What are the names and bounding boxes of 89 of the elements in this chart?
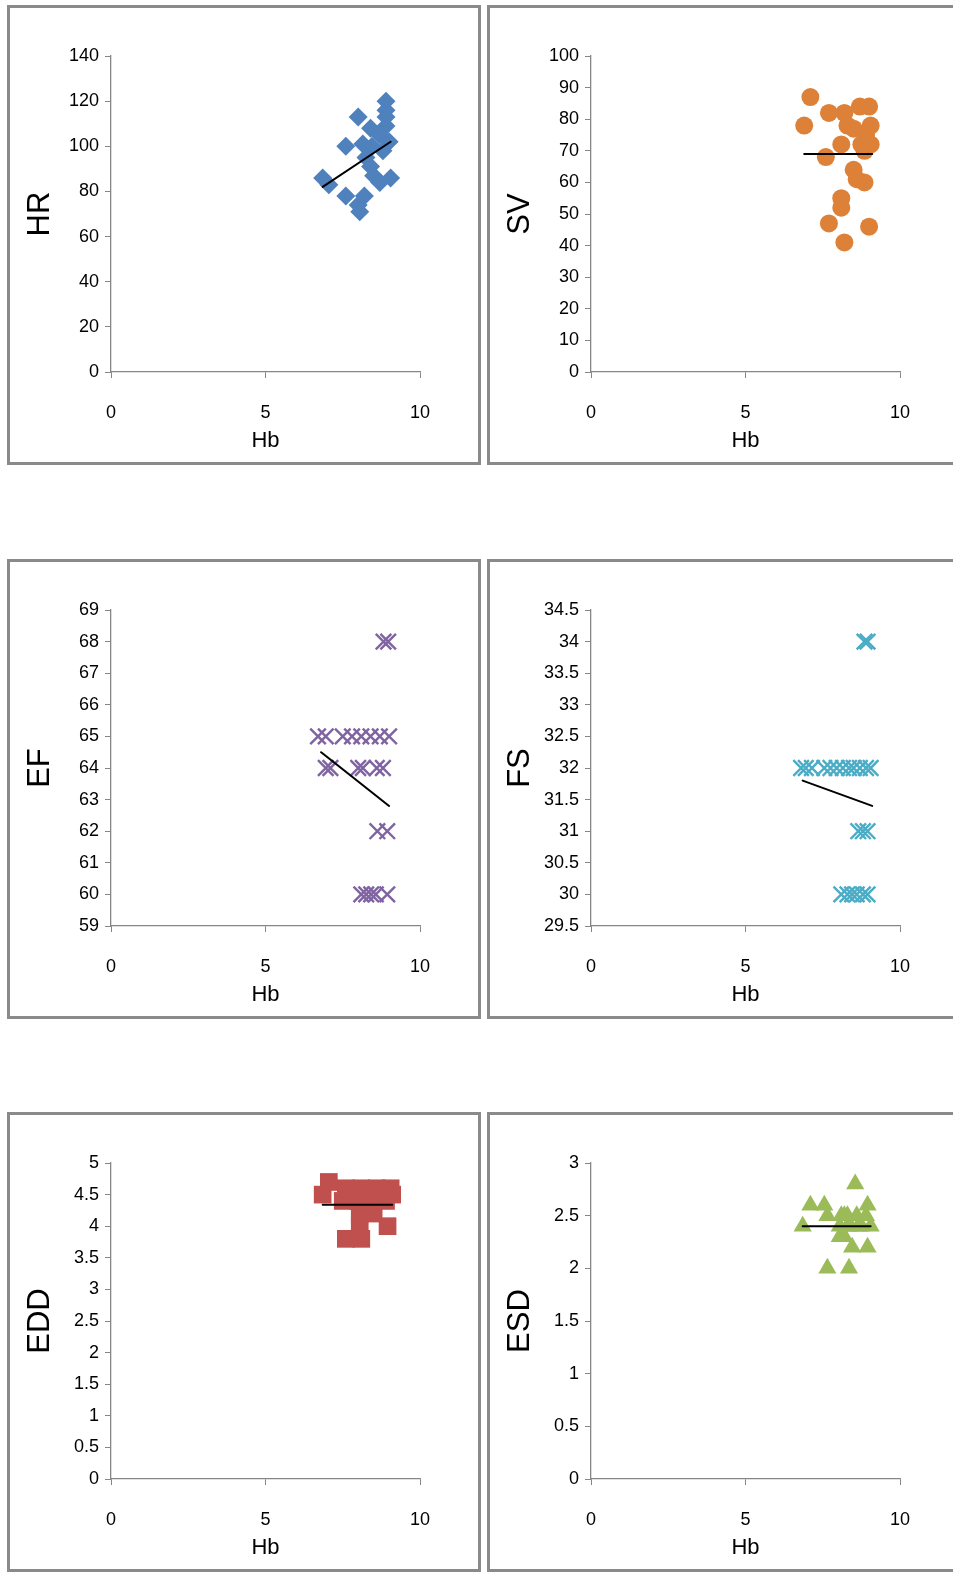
y-tick-label: 59: [78, 914, 99, 935]
y-tick-label: 32: [558, 756, 579, 777]
y-tick-label: 29.5: [543, 914, 579, 935]
y-tick-label: 60: [78, 882, 99, 903]
y-tick-label: 10: [558, 329, 579, 350]
y-tick-label: 70: [558, 139, 579, 160]
x-axis-title: Hb: [731, 1533, 760, 1559]
x-tick-label: 10: [889, 401, 911, 422]
x-axis-title: Hb: [731, 980, 760, 1006]
y-tick-label: 4.5: [73, 1183, 99, 1204]
x-tick-label: 10: [889, 1508, 911, 1529]
y-axis-title: ESD: [501, 1289, 537, 1353]
y-tick-label: 0.5: [553, 1415, 579, 1436]
x-tick-label: 5: [740, 1508, 751, 1529]
y-tick-label: 80: [558, 108, 579, 129]
y-tick-label: 40: [558, 234, 579, 255]
x-tick-label: 10: [409, 401, 431, 422]
y-tick-label: 1: [88, 1404, 99, 1425]
y-axis-title: EF: [21, 747, 57, 788]
x-axis-title: Hb: [251, 1533, 280, 1559]
y-tick-label: 20: [78, 315, 99, 336]
x-tick-label: 0: [585, 955, 597, 976]
y-tick-label: 140: [68, 44, 99, 65]
y-axis-title: FS: [501, 747, 537, 788]
y-tick-label: 3: [88, 1278, 99, 1299]
y-axis-title: HR: [21, 191, 57, 237]
y-tick-label: 4: [88, 1215, 99, 1236]
y-tick-label: 1: [568, 1362, 579, 1383]
y-tick-label: 20: [558, 297, 579, 318]
y-tick-label: 60: [558, 171, 579, 192]
y-tick-label: 5: [88, 1151, 99, 1172]
y-tick-label: 30.5: [543, 851, 579, 872]
y-tick-label: 66: [78, 693, 99, 714]
x-tick-label: 5: [740, 401, 751, 422]
y-tick-label: 62: [78, 819, 99, 840]
x-axis-title: Hb: [731, 426, 760, 452]
y-tick-label: 2.5: [553, 1204, 579, 1225]
y-tick-label: 0: [568, 1467, 579, 1488]
y-axis-title: EDD: [21, 1288, 57, 1354]
x-axis-title: Hb: [251, 980, 280, 1006]
x-tick-label: 0: [105, 1508, 117, 1529]
x-axis-title: Hb: [251, 426, 280, 452]
x-tick-label: 10: [409, 1508, 431, 1529]
y-tick-label: 0: [88, 1467, 99, 1488]
y-tick-label: 33.5: [543, 661, 579, 682]
y-tick-label: 2: [88, 1341, 99, 1362]
y-tick-label: 32.5: [543, 724, 579, 745]
x-tick-label: 0: [585, 1508, 597, 1529]
y-tick-label: 33: [558, 693, 579, 714]
y-tick-label: 31: [558, 819, 579, 840]
x-tick-label: 0: [105, 955, 117, 976]
x-tick-label: 10: [889, 955, 911, 976]
y-tick-label: 40: [78, 270, 99, 291]
y-tick-label: 63: [78, 788, 99, 809]
y-tick-label: 0: [568, 360, 579, 381]
y-tick-label: 100: [548, 44, 579, 65]
y-tick-label: 34.5: [543, 598, 579, 619]
x-tick-label: 5: [260, 1508, 271, 1529]
x-tick-label: 5: [740, 955, 751, 976]
x-tick-label: 0: [105, 401, 117, 422]
y-tick-label: 0.5: [73, 1436, 99, 1457]
y-tick-label: 65: [78, 724, 99, 745]
y-axis-title: SV: [501, 193, 537, 235]
y-tick-label: 30: [558, 882, 579, 903]
x-tick-label: 10: [409, 955, 431, 976]
y-tick-label: 1.5: [553, 1309, 579, 1330]
y-tick-label: 61: [78, 851, 99, 872]
y-tick-label: 64: [78, 756, 99, 777]
y-tick-label: 30: [558, 266, 579, 287]
x-tick-label: 0: [585, 401, 597, 422]
y-tick-label: 80: [78, 180, 99, 201]
y-tick-label: 50: [558, 202, 579, 223]
y-tick-label: 90: [558, 76, 579, 97]
y-tick-label: 31.5: [543, 788, 579, 809]
y-tick-label: 1.5: [73, 1373, 99, 1394]
y-tick-label: 120: [68, 90, 99, 111]
x-tick-label: 5: [260, 955, 271, 976]
y-tick-label: 60: [78, 225, 99, 246]
y-tick-label: 2: [568, 1257, 579, 1278]
y-tick-label: 68: [78, 630, 99, 651]
y-tick-label: 34: [558, 630, 579, 651]
x-tick-label: 5: [260, 401, 271, 422]
y-tick-label: 0: [88, 360, 99, 381]
y-tick-label: 2.5: [73, 1309, 99, 1330]
y-tick-label: 3.5: [73, 1246, 99, 1267]
y-tick-label: 67: [78, 661, 99, 682]
y-tick-label: 100: [68, 135, 99, 156]
y-tick-label: 3: [568, 1151, 579, 1172]
y-tick-label: 69: [78, 598, 99, 619]
